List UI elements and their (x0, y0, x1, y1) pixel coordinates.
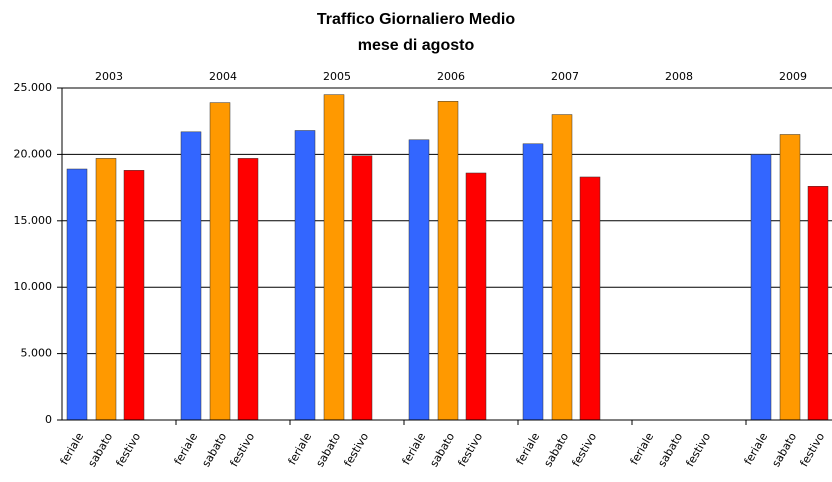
x-tick-label: sabato (427, 430, 457, 469)
x-tick-label: festivo (797, 430, 827, 469)
x-tick-label: festivo (569, 430, 599, 469)
bar (66, 168, 88, 421)
x-tick-label: festivo (455, 430, 485, 469)
x-tick-label: sabato (199, 430, 229, 469)
bar (123, 170, 145, 421)
bar (209, 102, 231, 421)
chart-subtitle: mese di agosto (358, 37, 475, 54)
x-tick-label: feriale (58, 430, 87, 467)
bar (522, 143, 544, 421)
bar (180, 131, 202, 421)
bar (465, 172, 487, 421)
bar (437, 101, 459, 421)
group-label: 2003 (95, 70, 123, 83)
bar (779, 134, 801, 421)
x-tick-label: sabato (85, 430, 115, 469)
group-label: 2004 (209, 70, 237, 83)
bar (750, 154, 772, 421)
bar (237, 158, 259, 421)
group-label: 2005 (323, 70, 351, 83)
x-tick-label: festivo (227, 430, 257, 469)
y-tick-label: 15.000 (14, 214, 53, 227)
x-tick-label: feriale (400, 430, 429, 467)
x-tick-label: festivo (341, 430, 371, 469)
x-tick-label: feriale (628, 430, 657, 467)
x-tick-label: festivo (683, 430, 713, 469)
x-tick-label: feriale (742, 430, 771, 467)
bar (807, 186, 829, 421)
x-tick-label: sabato (655, 430, 685, 469)
y-tick-label: 25.000 (14, 81, 53, 94)
y-tick-label: 10.000 (14, 280, 53, 293)
group-label: 2006 (437, 70, 465, 83)
y-tick-label: 0 (45, 413, 52, 426)
x-tick-label: sabato (541, 430, 571, 469)
x-tick-label: festivo (113, 430, 143, 469)
bar (579, 176, 601, 421)
x-tick-label: sabato (313, 430, 343, 469)
y-tick-label: 20.000 (14, 147, 53, 160)
group-label: 2007 (551, 70, 579, 83)
group-label: 2009 (779, 70, 807, 83)
chart-title: Traffico Giornaliero Medio (317, 11, 515, 28)
bar (294, 130, 316, 421)
x-tick-label: feriale (286, 430, 315, 467)
bar (551, 114, 573, 421)
x-tick-label: sabato (769, 430, 799, 469)
y-tick-label: 5.000 (21, 347, 53, 360)
bar (95, 158, 117, 421)
group-label: 2008 (665, 70, 693, 83)
x-tick-label: feriale (514, 430, 543, 467)
bar (351, 155, 373, 421)
x-tick-label: feriale (172, 430, 201, 467)
bar (408, 139, 430, 421)
bar (323, 94, 345, 421)
